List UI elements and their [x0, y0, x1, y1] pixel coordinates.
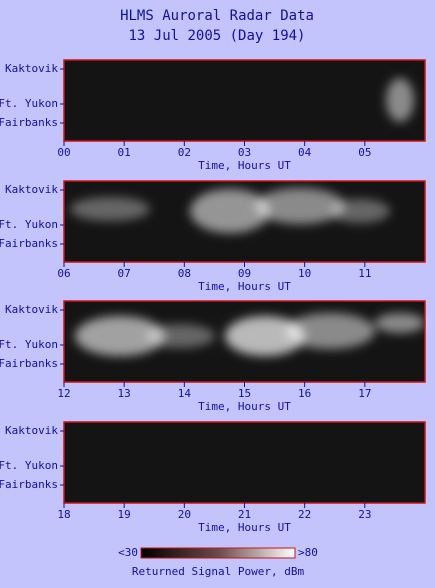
x-tick-label: 17 [358, 387, 371, 400]
x-tick-label: 12 [57, 387, 70, 400]
title-line: 13 Jul 2005 (Day 194) [128, 28, 305, 44]
station-label: Ft. Yukon [0, 338, 58, 351]
x-tick-label: 13 [118, 387, 131, 400]
station-label: Kaktovik [5, 183, 58, 196]
x-tick-label: 20 [178, 508, 191, 521]
echo-layer [386, 78, 414, 122]
station-label: Ft. Yukon [0, 459, 58, 472]
x-axis-label: Time, Hours UT [198, 521, 291, 534]
station-label: Ft. Yukon [0, 218, 58, 231]
echo [330, 199, 390, 223]
x-tick-label: 22 [298, 508, 311, 521]
x-tick-label: 23 [358, 508, 371, 521]
x-axis-label: Time, Hours UT [198, 280, 291, 293]
x-tick-label: 04 [298, 146, 312, 159]
station-label: Fairbanks [0, 237, 58, 250]
x-tick-label: 11 [358, 267, 371, 280]
station-label: Ft. Yukon [0, 97, 58, 110]
x-tick-label: 14 [178, 387, 192, 400]
station-label: Fairbanks [0, 478, 58, 491]
title-line: HLMS Auroral Radar Data [120, 8, 314, 24]
x-tick-label: 02 [178, 146, 191, 159]
x-tick-label: 05 [358, 146, 371, 159]
colorbar [140, 547, 296, 559]
echo [285, 313, 375, 349]
station-label: Fairbanks [0, 116, 58, 129]
echo [70, 197, 150, 221]
echo-layer [75, 313, 425, 356]
echo [225, 316, 305, 356]
x-tick-label: 09 [238, 267, 251, 280]
x-tick-label: 15 [238, 387, 251, 400]
panel-background [64, 422, 425, 503]
station-label: Kaktovik [5, 303, 58, 316]
echo [75, 316, 165, 356]
x-tick-label: 21 [238, 508, 251, 521]
echo [386, 78, 414, 122]
station-label: Fairbanks [0, 357, 58, 370]
x-axis-label: Time, Hours UT [198, 159, 291, 172]
x-tick-label: 07 [118, 267, 131, 280]
x-tick-label: 19 [118, 508, 131, 521]
colorbar-tick-label: <30 [118, 546, 138, 559]
x-tick-label: 10 [298, 267, 311, 280]
x-tick-label: 18 [57, 508, 70, 521]
x-tick-label: 06 [57, 267, 70, 280]
x-tick-label: 01 [118, 146, 131, 159]
x-axis-label: Time, Hours UT [198, 400, 291, 413]
echo [145, 324, 215, 348]
echo [255, 188, 345, 224]
x-tick-label: 16 [298, 387, 311, 400]
station-label: Kaktovik [5, 62, 58, 75]
colorbar-tick-label: >80 [298, 546, 318, 559]
x-tick-label: 03 [238, 146, 251, 159]
echo [190, 189, 270, 233]
echo [375, 313, 425, 333]
x-tick-label: 08 [178, 267, 191, 280]
panel-background [64, 60, 425, 141]
echo-layer [70, 188, 390, 233]
x-tick-label: 00 [57, 146, 70, 159]
station-label: Kaktovik [5, 424, 58, 437]
colorbar-label: Returned Signal Power, dBm [132, 565, 305, 578]
